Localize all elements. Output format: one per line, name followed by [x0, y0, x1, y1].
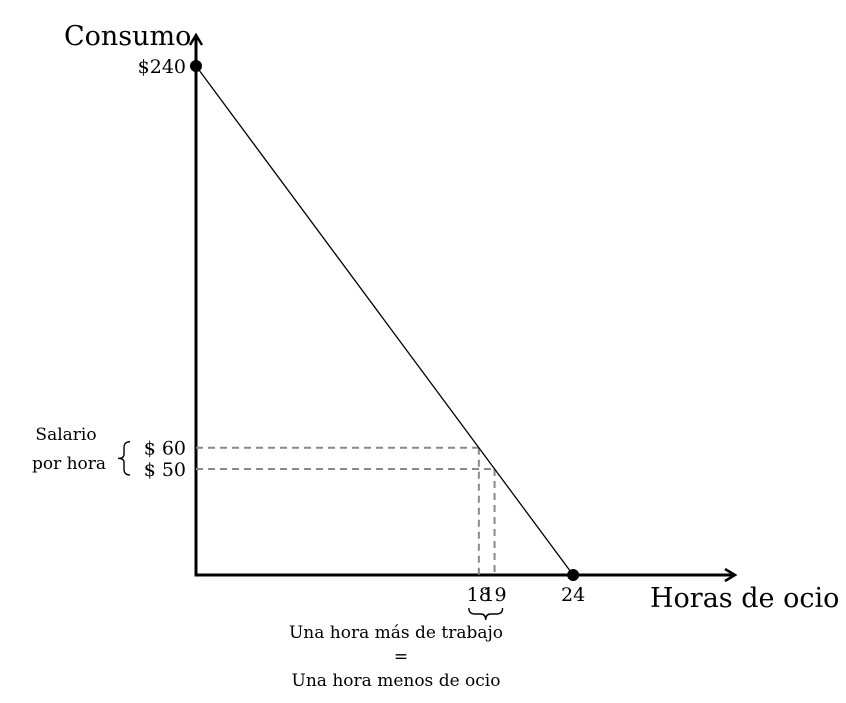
y-tick-labels: $240 $ 60$ 50 [138, 56, 186, 481]
hours-annotation-line2: Una hora menos de ocio [292, 671, 501, 691]
y-axis-title: Consumo [64, 21, 191, 52]
wage-brace [117, 441, 131, 476]
endpoint-dot-1 [567, 569, 580, 581]
series-line-0 [195, 65, 574, 576]
x-axis-arrowhead [724, 567, 738, 583]
y-tick-label-2: $ 50 [144, 459, 186, 481]
endpoint-dot-0 [190, 59, 202, 72]
wage-annotation-line1: Salario [35, 425, 96, 445]
hours-brace [468, 607, 504, 621]
y-tick-label-0: $240 [138, 56, 186, 78]
hours-annotation-line1: Una hora más de trabajo [289, 623, 503, 643]
y-axis-arrowhead [188, 32, 204, 46]
endpoint-markers [190, 59, 580, 581]
x-axis-title: Horas de ocio [650, 583, 839, 614]
hours-annotation-equals: = [394, 647, 408, 667]
x-tick-label-2: 24 [561, 584, 585, 606]
y-tick-label-1: $ 60 [144, 438, 186, 460]
budget-line-series [195, 65, 574, 576]
x-tick-label-0: 18 [467, 584, 491, 606]
x-tick-label-1: 19 [482, 584, 506, 606]
reference-dashed-lines [196, 446, 496, 575]
wage-annotation-line2: por hora [32, 454, 106, 474]
